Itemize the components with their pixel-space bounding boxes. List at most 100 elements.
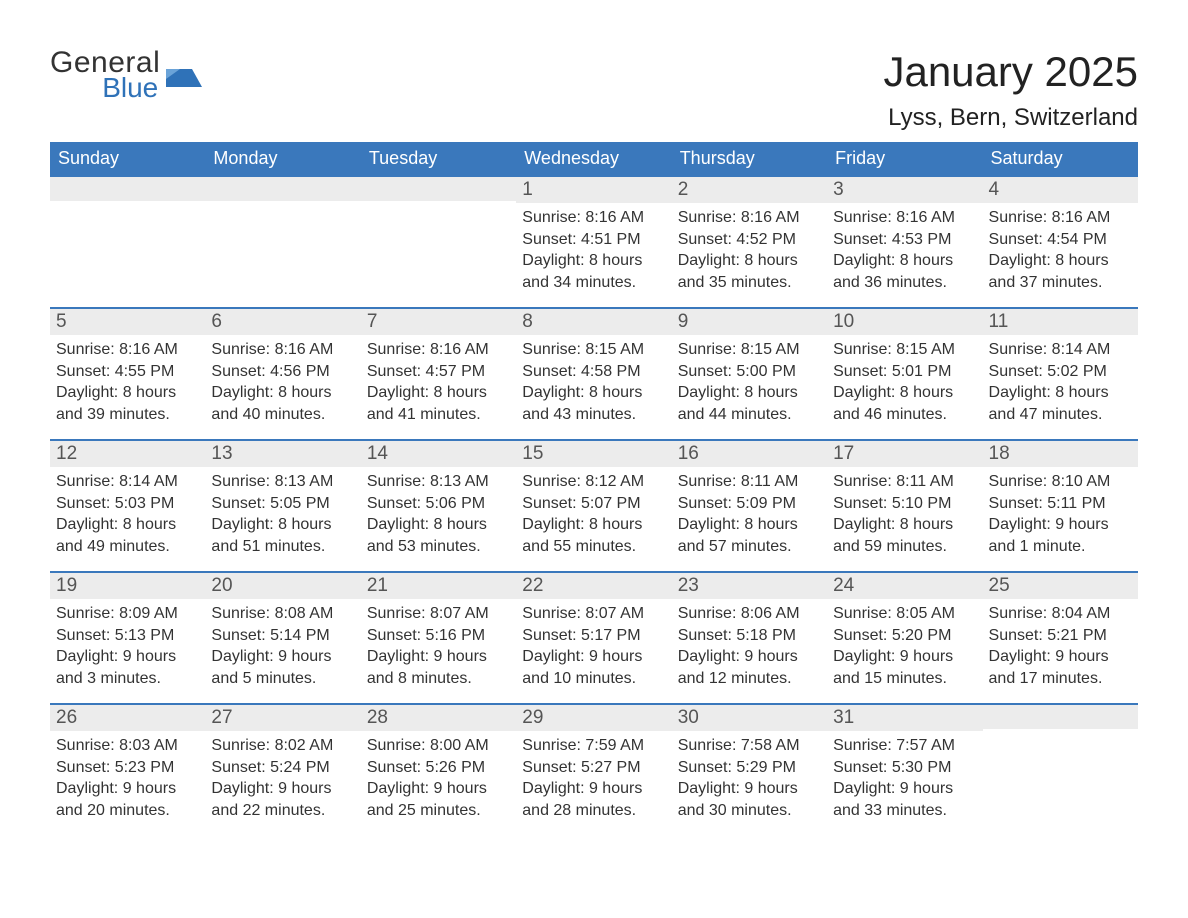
day-sunrise: Sunrise: 7:59 AM <box>522 735 665 757</box>
day-cell: 28Sunrise: 8:00 AMSunset: 5:26 PMDayligh… <box>361 704 516 836</box>
day-body: Sunrise: 8:11 AMSunset: 5:09 PMDaylight:… <box>672 467 827 565</box>
day-daylight1: Daylight: 8 hours <box>833 514 976 536</box>
day-cell: 19Sunrise: 8:09 AMSunset: 5:13 PMDayligh… <box>50 572 205 704</box>
day-body: Sunrise: 8:15 AMSunset: 5:01 PMDaylight:… <box>827 335 982 433</box>
day-number: 31 <box>827 705 982 731</box>
day-cell: 10Sunrise: 8:15 AMSunset: 5:01 PMDayligh… <box>827 308 982 440</box>
day-sunrise: Sunrise: 8:11 AM <box>833 471 976 493</box>
day-daylight1: Daylight: 8 hours <box>833 250 976 272</box>
day-cell: 12Sunrise: 8:14 AMSunset: 5:03 PMDayligh… <box>50 440 205 572</box>
day-body: Sunrise: 8:06 AMSunset: 5:18 PMDaylight:… <box>672 599 827 697</box>
day-daylight1: Daylight: 9 hours <box>211 646 354 668</box>
day-number: 14 <box>361 441 516 467</box>
day-cell: 27Sunrise: 8:02 AMSunset: 5:24 PMDayligh… <box>205 704 360 836</box>
day-sunset: Sunset: 4:58 PM <box>522 361 665 383</box>
day-number: 8 <box>516 309 671 335</box>
day-daylight2: and 49 minutes. <box>56 536 199 558</box>
weekday-header-row: SundayMondayTuesdayWednesdayThursdayFrid… <box>50 142 1138 176</box>
day-sunset: Sunset: 4:57 PM <box>367 361 510 383</box>
day-number: 12 <box>50 441 205 467</box>
day-number: 2 <box>672 177 827 203</box>
weekday-header: Saturday <box>983 142 1138 176</box>
day-number: 1 <box>516 177 671 203</box>
day-sunrise: Sunrise: 8:00 AM <box>367 735 510 757</box>
day-daylight1: Daylight: 8 hours <box>989 250 1132 272</box>
day-daylight2: and 40 minutes. <box>211 404 354 426</box>
day-cell: 13Sunrise: 8:13 AMSunset: 5:05 PMDayligh… <box>205 440 360 572</box>
day-body: Sunrise: 7:59 AMSunset: 5:27 PMDaylight:… <box>516 731 671 829</box>
day-body: Sunrise: 8:16 AMSunset: 4:55 PMDaylight:… <box>50 335 205 433</box>
day-sunrise: Sunrise: 8:11 AM <box>678 471 821 493</box>
day-sunset: Sunset: 5:05 PM <box>211 493 354 515</box>
day-cell: 20Sunrise: 8:08 AMSunset: 5:14 PMDayligh… <box>205 572 360 704</box>
day-body: Sunrise: 7:57 AMSunset: 5:30 PMDaylight:… <box>827 731 982 829</box>
day-cell: 6Sunrise: 8:16 AMSunset: 4:56 PMDaylight… <box>205 308 360 440</box>
day-cell: 15Sunrise: 8:12 AMSunset: 5:07 PMDayligh… <box>516 440 671 572</box>
day-daylight2: and 10 minutes. <box>522 668 665 690</box>
day-number: 9 <box>672 309 827 335</box>
day-sunrise: Sunrise: 8:14 AM <box>56 471 199 493</box>
day-cell: 5Sunrise: 8:16 AMSunset: 4:55 PMDaylight… <box>50 308 205 440</box>
day-sunset: Sunset: 4:56 PM <box>211 361 354 383</box>
day-sunset: Sunset: 5:17 PM <box>522 625 665 647</box>
day-sunset: Sunset: 5:23 PM <box>56 757 199 779</box>
day-sunrise: Sunrise: 8:07 AM <box>522 603 665 625</box>
day-sunset: Sunset: 5:24 PM <box>211 757 354 779</box>
day-cell: 1 Sunrise: 8:16 AMSunset: 4:51 PMDaylight… <box>516 176 671 308</box>
day-sunrise: Sunrise: 8:16 AM <box>678 207 821 229</box>
weekday-header: Thursday <box>672 142 827 176</box>
day-body: Sunrise: 8:16 AMSunset: 4:54 PMDaylight:… <box>983 203 1138 301</box>
day-body: Sunrise: 8:07 AMSunset: 5:16 PMDaylight:… <box>361 599 516 697</box>
day-sunrise: Sunrise: 8:15 AM <box>678 339 821 361</box>
day-cell: 4Sunrise: 8:16 AMSunset: 4:54 PMDaylight… <box>983 176 1138 308</box>
weekday-header: Sunday <box>50 142 205 176</box>
day-body: Sunrise: 8:14 AMSunset: 5:02 PMDaylight:… <box>983 335 1138 433</box>
day-cell: 18Sunrise: 8:10 AMSunset: 5:11 PMDayligh… <box>983 440 1138 572</box>
day-number: 11 <box>983 309 1138 335</box>
day-sunrise: Sunrise: 8:15 AM <box>833 339 976 361</box>
day-body: Sunrise: 8:15 AMSunset: 5:00 PMDaylight:… <box>672 335 827 433</box>
day-cell <box>361 176 516 308</box>
flag-icon <box>166 65 202 92</box>
day-number <box>983 705 1138 729</box>
day-number: 29 <box>516 705 671 731</box>
day-sunset: Sunset: 5:26 PM <box>367 757 510 779</box>
day-body: Sunrise: 8:03 AMSunset: 5:23 PMDaylight:… <box>50 731 205 829</box>
day-cell: 26Sunrise: 8:03 AMSunset: 5:23 PMDayligh… <box>50 704 205 836</box>
day-number: 7 <box>361 309 516 335</box>
day-daylight1: Daylight: 9 hours <box>833 646 976 668</box>
day-sunrise: Sunrise: 8:16 AM <box>56 339 199 361</box>
day-body: Sunrise: 7:58 AMSunset: 5:29 PMDaylight:… <box>672 731 827 829</box>
day-sunset: Sunset: 5:00 PM <box>678 361 821 383</box>
day-daylight2: and 51 minutes. <box>211 536 354 558</box>
day-daylight2: and 15 minutes. <box>833 668 976 690</box>
day-sunset: Sunset: 5:27 PM <box>522 757 665 779</box>
day-sunrise: Sunrise: 8:05 AM <box>833 603 976 625</box>
day-sunset: Sunset: 5:29 PM <box>678 757 821 779</box>
day-cell: 3Sunrise: 8:16 AMSunset: 4:53 PMDaylight… <box>827 176 982 308</box>
day-sunset: Sunset: 5:21 PM <box>989 625 1132 647</box>
day-cell: 14Sunrise: 8:13 AMSunset: 5:06 PMDayligh… <box>361 440 516 572</box>
day-daylight2: and 20 minutes. <box>56 800 199 822</box>
day-daylight2: and 37 minutes. <box>989 272 1132 294</box>
day-daylight2: and 41 minutes. <box>367 404 510 426</box>
day-daylight1: Daylight: 8 hours <box>211 382 354 404</box>
day-body: Sunrise: 8:15 AMSunset: 4:58 PMDaylight:… <box>516 335 671 433</box>
day-daylight1: Daylight: 8 hours <box>678 514 821 536</box>
day-daylight2: and 53 minutes. <box>367 536 510 558</box>
day-daylight1: Daylight: 8 hours <box>367 514 510 536</box>
day-cell: 30Sunrise: 7:58 AMSunset: 5:29 PMDayligh… <box>672 704 827 836</box>
day-sunset: Sunset: 4:51 PM <box>522 229 665 251</box>
day-daylight1: Daylight: 9 hours <box>678 646 821 668</box>
day-sunrise: Sunrise: 8:07 AM <box>367 603 510 625</box>
day-daylight1: Daylight: 9 hours <box>522 778 665 800</box>
day-daylight2: and 34 minutes. <box>522 272 665 294</box>
day-daylight2: and 8 minutes. <box>367 668 510 690</box>
day-daylight1: Daylight: 9 hours <box>833 778 976 800</box>
day-sunrise: Sunrise: 8:16 AM <box>522 207 665 229</box>
day-daylight2: and 35 minutes. <box>678 272 821 294</box>
day-daylight1: Daylight: 8 hours <box>522 250 665 272</box>
day-body: Sunrise: 8:05 AMSunset: 5:20 PMDaylight:… <box>827 599 982 697</box>
day-cell: 8Sunrise: 8:15 AMSunset: 4:58 PMDaylight… <box>516 308 671 440</box>
day-daylight1: Daylight: 8 hours <box>522 514 665 536</box>
